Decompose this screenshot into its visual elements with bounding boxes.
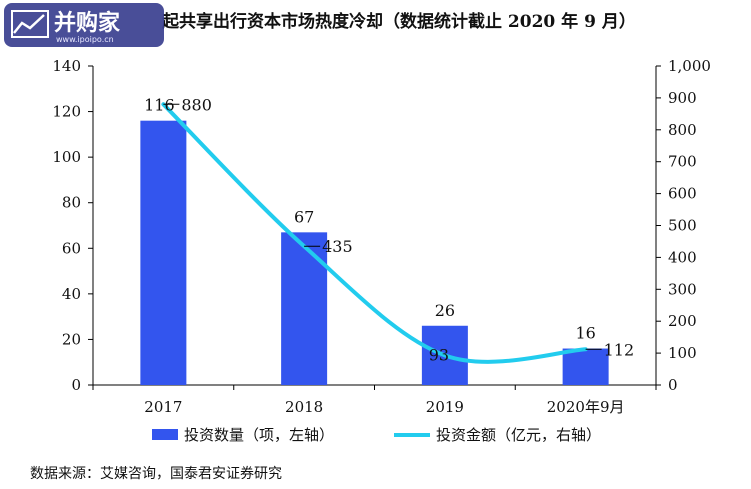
left-axis-tick-label: 80 xyxy=(62,194,81,212)
left-axis: 0 20 40 60 80 100 120 140 xyxy=(52,57,94,394)
line-value-label: 112 xyxy=(604,340,635,359)
right-axis: 0 100 200 300 400 500 600 700 800 900 1,000 xyxy=(655,57,711,394)
x-axis-tick-label: 2019 xyxy=(426,398,464,416)
right-axis-tick-label: 800 xyxy=(668,121,697,139)
left-axis-tick-label: 0 xyxy=(71,376,81,394)
left-axis-tick-label: 140 xyxy=(52,57,81,75)
left-axis-tick-label: 40 xyxy=(62,285,81,303)
right-axis-tick-label: 600 xyxy=(668,185,697,203)
chart-title: 起共享出行资本市场热度冷却（数据统计截止 2020 年 9 月） xyxy=(161,11,636,32)
line-series xyxy=(161,102,588,364)
legend-bar-swatch xyxy=(152,429,178,440)
line-path xyxy=(161,102,588,364)
legend-bar-label: 投资数量（项，左轴） xyxy=(184,426,334,444)
right-axis-tick-label: 0 xyxy=(668,376,678,394)
bar xyxy=(281,232,328,385)
right-axis-tick-label: 900 xyxy=(668,89,697,107)
left-axis-tick-label: 100 xyxy=(52,148,81,166)
right-axis-tick-label: 300 xyxy=(668,280,697,298)
bar-value-label: 26 xyxy=(435,301,455,320)
x-axis: 2017 2018 2019 2020年9月 xyxy=(92,384,657,416)
x-axis-tick-label: 2018 xyxy=(285,398,323,416)
right-axis-tick-label: 1,000 xyxy=(668,57,711,75)
right-axis-tick-label: 100 xyxy=(668,344,697,362)
bar-value-label: 67 xyxy=(294,207,314,226)
right-axis-tick-label: 700 xyxy=(668,153,697,171)
line-value-label: 93 xyxy=(429,345,449,364)
left-axis-tick-label: 60 xyxy=(62,239,81,257)
chart-logo-icon xyxy=(11,10,49,38)
right-axis-tick-label: 500 xyxy=(668,217,697,235)
bar xyxy=(562,348,609,385)
right-axis-tick-label: 200 xyxy=(668,312,697,330)
line-value-label: 880 xyxy=(181,95,212,114)
x-axis-tick-label: 2017 xyxy=(144,398,182,416)
legend: 投资数量（项，左轴） 投资金额（亿元，右轴） xyxy=(152,426,601,444)
data-labels: 116 67 26 16 880 435 93 112 xyxy=(144,95,634,364)
x-axis-tick-label: 2020年9月 xyxy=(547,398,625,416)
left-axis-tick-label: 20 xyxy=(62,330,81,348)
legend-line-label: 投资金额（亿元，右轴） xyxy=(436,426,601,444)
bar-series xyxy=(140,120,609,385)
bar xyxy=(140,120,187,385)
line-value-label: 435 xyxy=(322,237,353,256)
bar-value-label: 116 xyxy=(144,96,175,115)
watermark-url: www.ipoipo.cn xyxy=(56,35,114,44)
left-axis-tick-label: 120 xyxy=(52,103,81,121)
source-note: 数据来源：艾媒咨询，国泰君安证券研究 xyxy=(30,466,282,482)
bar-value-label: 16 xyxy=(575,324,595,343)
right-axis-tick-label: 400 xyxy=(668,248,697,266)
watermark-brand: 并购家 xyxy=(54,10,121,36)
watermark-logo: 并购家 www.ipoipo.cn xyxy=(4,3,164,47)
